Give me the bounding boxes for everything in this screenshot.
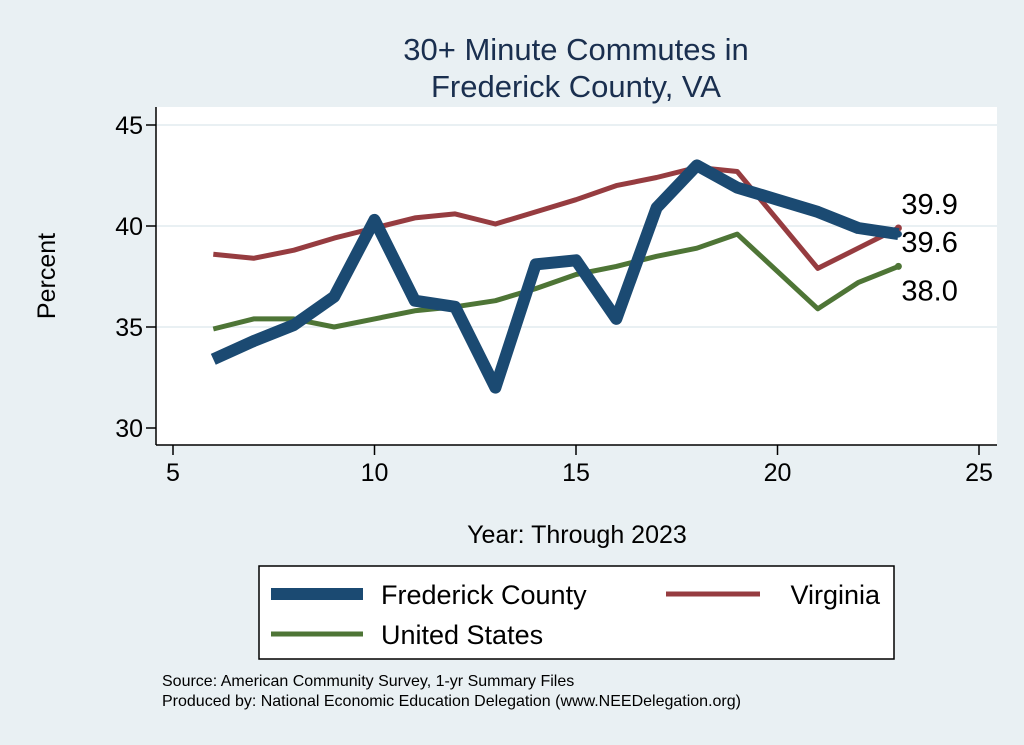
y-tick-label-45: 45 [115, 112, 143, 140]
series-line-united-states [212, 231, 900, 332]
x-tick-label-25: 25 [965, 459, 993, 487]
y-axis-label: Percent [33, 233, 61, 319]
legend-label-frederick-county: Frederick County [381, 580, 587, 610]
x-tick-label-10: 10 [361, 459, 389, 487]
end-label-united-states: 38.0 [901, 275, 957, 307]
end-labels: 39.6 39.9 38.0 [901, 189, 957, 307]
endpoint-frederick-county [894, 230, 902, 238]
axes: 30 35 40 45 5 10 15 20 25 [115, 107, 997, 487]
legend-label-virginia: Virginia [790, 580, 881, 610]
end-label-virginia: 39.9 [901, 189, 957, 221]
producer-note: Produced by: National Economic Education… [162, 693, 741, 710]
legend: Frederick County Virginia United States [258, 565, 895, 660]
chart-title-line-1: 30+ Minute Commutes in [403, 32, 748, 67]
end-label-frederick-county: 39.6 [901, 227, 957, 259]
source-note: Source: American Community Survey, 1-yr … [162, 673, 574, 690]
endpoint-united-states [894, 262, 902, 270]
x-tick-label-20: 20 [764, 459, 792, 487]
legend-box [258, 565, 895, 660]
y-tick-label-35: 35 [115, 314, 143, 342]
series-lines [210, 159, 902, 394]
x-tick-label-5: 5 [166, 459, 180, 487]
series-line-frederick-county [210, 159, 900, 394]
y-tick-label-40: 40 [115, 213, 143, 241]
legend-label-united-states: United States [381, 620, 543, 650]
x-tick-label-15: 15 [562, 459, 590, 487]
x-axis-label: Year: Through 2023 [467, 521, 687, 549]
chart-title-line-2: Frederick County, VA [431, 69, 721, 104]
series-line-virginia [213, 164, 900, 271]
y-tick-label-30: 30 [115, 415, 143, 443]
